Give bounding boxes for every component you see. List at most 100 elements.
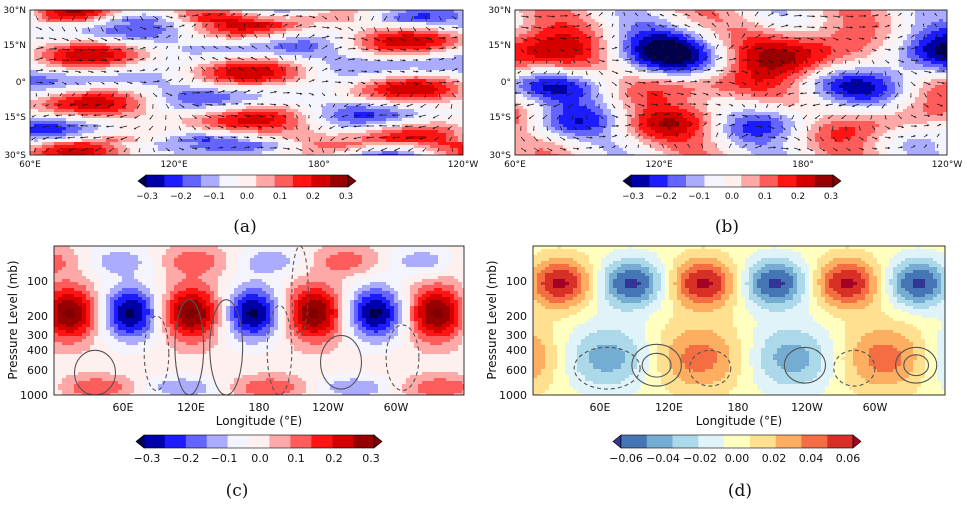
- panel-d-cbar-tick: 0.04: [799, 452, 824, 465]
- panel-b-y-ticks: 30°N 15°N 0° 15°S 30°S: [488, 6, 511, 161]
- panel-d-cbar-tick: −0.06: [609, 452, 643, 465]
- panel-c-ytick: 400: [27, 344, 48, 357]
- panel-a-colorbar: [137, 174, 357, 188]
- panel-b-xtick: 120°E: [645, 160, 673, 170]
- panel-a-xtick: 120°E: [160, 160, 188, 170]
- panel-a-cbar-tick: 0.2: [306, 192, 320, 202]
- panel-d-xtick: 180: [728, 401, 749, 414]
- panel-c-cbar-tick: 0.3: [362, 452, 380, 465]
- panel-b-cbar-tick: 0.2: [791, 192, 805, 202]
- panel-d-cbar-tick: 0.06: [836, 452, 861, 465]
- panel-a-field: [30, 10, 463, 155]
- panel-a-cbar-tick: 0.3: [339, 192, 353, 202]
- panel-a-ytick: 15°N: [3, 41, 26, 51]
- panel-a-xtick: 120°W: [448, 160, 479, 170]
- panel-c-xtick: 120W: [312, 401, 344, 414]
- panel-b-cbar-tick: −0.2: [655, 192, 677, 202]
- panel-b-ytick: 30°N: [488, 6, 511, 16]
- panel-a-cbar-tick: −0.2: [170, 192, 192, 202]
- panel-c-xtick: 120E: [177, 401, 205, 414]
- panel-b-cbar-tick: −0.3: [622, 192, 644, 202]
- panel-d-ytick: 100: [506, 275, 527, 288]
- panel-b-xtick: 120°W: [932, 160, 963, 170]
- panel-d-xtick: 120W: [791, 401, 823, 414]
- panel-d-cbar-tick: 0.00: [725, 452, 750, 465]
- panel-d-ylabel: Pressure Level (mb): [485, 260, 499, 379]
- panel-c-xtick: 180: [249, 401, 270, 414]
- panel-c-cbar-tick: 0.2: [325, 452, 343, 465]
- panel-a-cbar-tick: −0.3: [136, 192, 158, 202]
- panel-c-cbar-tick: 0.1: [287, 452, 305, 465]
- panel-a-caption: (a): [233, 217, 256, 237]
- panel-b-frame: [514, 9, 948, 156]
- panel-a-cbar-tick: −0.1: [203, 192, 225, 202]
- panel-b-ytick: 15°N: [488, 41, 511, 51]
- panel-a-y-ticks: 30°N 15°N 0° 15°S 30°S: [3, 6, 26, 161]
- panel-c-frame: [53, 245, 465, 396]
- panel-c-ytick: 100: [27, 275, 48, 288]
- panel-b-cbar-tick: 0.3: [824, 192, 838, 202]
- panel-a-ytick: 30°S: [4, 151, 26, 161]
- panel-d-ytick: 400: [506, 344, 527, 357]
- panel-b: 30°N 15°N 0° 15°S 30°S 60°E 120°E 180° 1…: [488, 6, 962, 237]
- panel-d-cbar-tick: 0.02: [762, 452, 787, 465]
- panel-d-contours: [573, 343, 938, 390]
- panel-d-x-ticks: 60E 120E 180 120W 60W: [590, 401, 888, 414]
- panel-c-colorbar-ticks: −0.3 −0.2 −0.1 0.0 0.1 0.2 0.3: [134, 452, 380, 465]
- panel-c-x-ticks: 60E 120E 180 120W 60W: [113, 401, 409, 414]
- panel-b-colorbar-ticks: −0.3 −0.2 −0.1 0.0 0.1 0.2 0.3: [622, 192, 838, 202]
- panel-a-cbar-tick: 0.0: [240, 192, 255, 202]
- panel-a-x-ticks: 60°E 120°E 180° 120°W: [19, 160, 478, 170]
- panel-c-cbar-tick: 0.0: [251, 452, 269, 465]
- panel-a-frame: [29, 9, 464, 156]
- panel-c-caption: (c): [226, 481, 249, 501]
- panel-d-xlabel: Longitude (°E): [696, 414, 782, 428]
- panel-d-ytick: 300: [506, 329, 527, 342]
- panel-d-y-ticks: 100 200 300 400 600 1000: [499, 275, 527, 402]
- panel-a-cbar-tick: 0.1: [273, 192, 287, 202]
- panel-b-x-ticks: 60°E 120°E 180° 120°W: [504, 160, 962, 170]
- panel-d-field: [533, 246, 945, 395]
- panel-c-cbar-tick: −0.1: [211, 452, 238, 465]
- panel-c-cbar-tick: −0.2: [173, 452, 200, 465]
- panel-d-xtick: 60E: [590, 401, 611, 414]
- panel-c-ytick: 600: [27, 364, 48, 377]
- panel-b-field: [515, 10, 947, 155]
- panel-c-ytick: 1000: [20, 389, 48, 402]
- panel-a-ytick: 15°S: [4, 113, 26, 123]
- panel-b-vectors: [515, 11, 946, 152]
- panel-c-ylabel: Pressure Level (mb): [6, 260, 20, 379]
- panel-c-colorbar: [135, 434, 383, 449]
- panel-b-cbar-tick: 0.0: [725, 192, 740, 202]
- panel-b-cbar-tick: −0.1: [688, 192, 710, 202]
- panel-a-xtick: 180°: [308, 160, 330, 170]
- panel-d-caption: (d): [728, 481, 752, 501]
- panel-d-frame: [532, 245, 946, 396]
- panel-d-ytick: 1000: [499, 389, 527, 402]
- panel-a-xtick: 60°E: [19, 160, 41, 170]
- panel-a-ytick: 30°N: [3, 6, 26, 16]
- panel-c-xtick: 60W: [384, 401, 409, 414]
- panel-c: 100 200 300 400 600 1000 60E 120E 180 12…: [6, 245, 465, 501]
- panel-d-cbar-tick: −0.04: [646, 452, 680, 465]
- panel-d-xtick: 120E: [655, 401, 683, 414]
- panel-d-ytick: 600: [506, 364, 527, 377]
- panel-b-ytick: 30°S: [489, 151, 511, 161]
- panel-c-xtick: 60E: [113, 401, 134, 414]
- panel-a: 30°N 15°N 0° 15°S 30°S 60°E 120°E 180° 1…: [3, 6, 478, 237]
- panel-c-ytick: 300: [27, 329, 48, 342]
- panel-a-ytick: 0°: [16, 78, 26, 88]
- panel-b-cbar-tick: 0.1: [758, 192, 772, 202]
- panel-c-cbar-tick: −0.3: [134, 452, 161, 465]
- panel-b-xtick: 180°: [792, 160, 814, 170]
- panel-b-ytick: 0°: [501, 78, 511, 88]
- panel-d-xtick: 60W: [863, 401, 888, 414]
- panel-b-caption: (b): [715, 217, 739, 237]
- panel-d-colorbar-ticks: −0.06 −0.04 −0.02 0.00 0.02 0.04 0.06: [609, 452, 860, 465]
- panel-b-ytick: 15°S: [489, 113, 511, 123]
- panel-a-vectors: [30, 13, 460, 153]
- panel-d-cbar-tick: −0.02: [683, 452, 717, 465]
- panel-c-y-ticks: 100 200 300 400 600 1000: [20, 275, 48, 402]
- panel-c-xlabel: Longitude (°E): [216, 414, 302, 428]
